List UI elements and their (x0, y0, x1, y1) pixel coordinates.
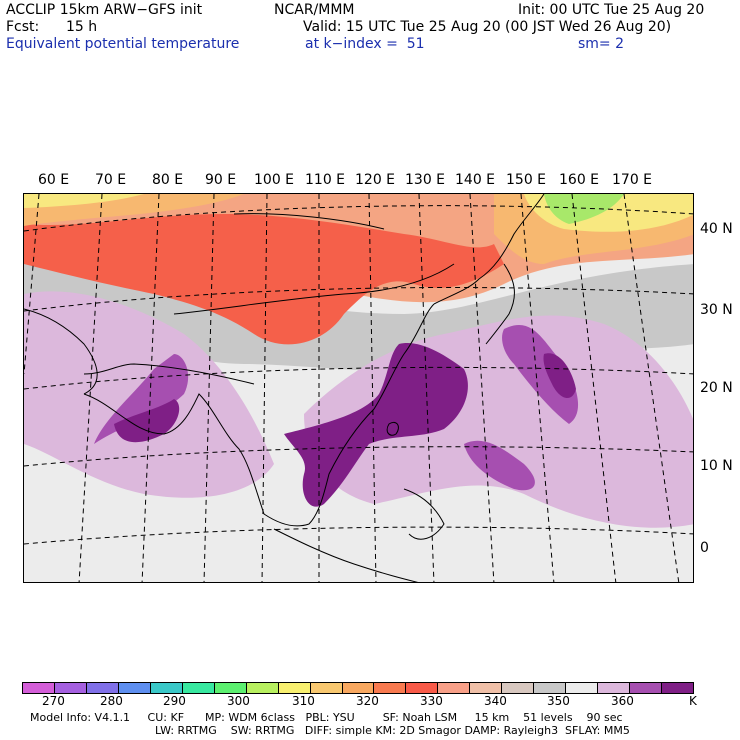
lon-label: 80 E (152, 172, 184, 188)
colorbar-swatch (374, 683, 407, 693)
lon-label: 90 E (205, 172, 237, 188)
valid-time: Valid: 15 UTC Tue 25 Aug 20 (00 JST Wed … (303, 19, 672, 35)
max-theta-e-core (543, 353, 576, 399)
max-theta-e-core (114, 399, 180, 443)
institution: NCAR/MMM (274, 2, 355, 18)
colorbar-swatch (438, 683, 471, 693)
lon-label: 110 E (305, 172, 346, 188)
colorbar-swatch (86, 683, 119, 693)
model-title: ACCLIP 15km ARW−GFS init (6, 2, 203, 18)
level-index: at k−index = 51 (305, 36, 425, 52)
colorbar-unit: K (689, 694, 697, 708)
smoothing-factor: sm= 2 (578, 36, 625, 52)
lon-label: 170 E (612, 172, 653, 188)
lat-label: 10 N (700, 458, 733, 474)
high-theta-e-region (502, 324, 579, 424)
max-theta-e-core (284, 343, 468, 507)
model-info-line-2: LW: RRTMG SW: RRTMG DIFF: simple KM: 2D … (155, 724, 630, 737)
field-name: Equivalent potential temperature (6, 36, 240, 52)
colorbar-tick-label: 350 (547, 694, 570, 708)
hot-region (24, 214, 504, 345)
colorbar-swatch (566, 683, 599, 693)
graticule (24, 194, 693, 582)
colorbar-swatch (342, 683, 375, 693)
colorbar-swatch (54, 683, 87, 693)
colorbar-tick-label: 360 (611, 694, 634, 708)
high-theta-e-region (464, 440, 535, 491)
lat-label: 30 N (700, 302, 733, 318)
lon-label: 140 E (455, 172, 496, 188)
colorbar-swatch (534, 683, 567, 693)
colorbar-tick-label: 320 (356, 694, 379, 708)
init-time: Init: 00 UTC Tue 25 Aug 20 (518, 2, 705, 18)
yellow-region (24, 194, 144, 208)
lon-label: 130 E (405, 172, 446, 188)
colorbar-swatch (23, 683, 55, 693)
lat-label: 40 N (700, 221, 733, 237)
colorbar-tick-label: 290 (163, 694, 186, 708)
colorbar-swatch (246, 683, 279, 693)
colorbar-swatch (502, 683, 535, 693)
colorbar-tick-label: 280 (100, 694, 123, 708)
colorbar-tick-label: 310 (292, 694, 315, 708)
lon-label: 100 E (254, 172, 295, 188)
coastlines (24, 194, 545, 582)
colorbar-tick-label: 300 (227, 694, 250, 708)
colorbar-swatch (662, 683, 694, 693)
forecast-hour: 15 h (66, 19, 98, 35)
lat-label: 20 N (700, 380, 733, 396)
lon-label: 70 E (95, 172, 127, 188)
colorbar-swatch (214, 683, 247, 693)
colorbar-swatch (470, 683, 503, 693)
equivalent-potential-temperature-map (23, 193, 694, 583)
high-theta-e-region (94, 354, 189, 444)
colorbar-tick-label: 330 (420, 694, 443, 708)
lon-label: 120 E (355, 172, 396, 188)
colorbar-swatch (150, 683, 183, 693)
ne-green-region (544, 194, 624, 224)
map-canvas (24, 194, 693, 582)
colorbar-tick-label: 270 (42, 694, 65, 708)
colorbar-swatch (118, 683, 151, 693)
lon-label: 60 E (38, 172, 70, 188)
colorbar-tick-label: 340 (484, 694, 507, 708)
colorbar-swatch (278, 683, 311, 693)
colorbar (22, 682, 694, 694)
colorbar-swatch (182, 683, 215, 693)
forecast-label: Fcst: (6, 19, 40, 35)
model-info-line-1: Model Info: V4.1.1 CU: KF MP: WDM 6class… (30, 711, 623, 724)
lon-label: 150 E (506, 172, 547, 188)
colorbar-swatch (406, 683, 439, 693)
colorbar-swatch (310, 683, 343, 693)
colorbar-swatch (598, 683, 631, 693)
lon-label: 160 E (559, 172, 600, 188)
lat-label: 0 (700, 540, 709, 556)
colorbar-swatch (630, 683, 663, 693)
